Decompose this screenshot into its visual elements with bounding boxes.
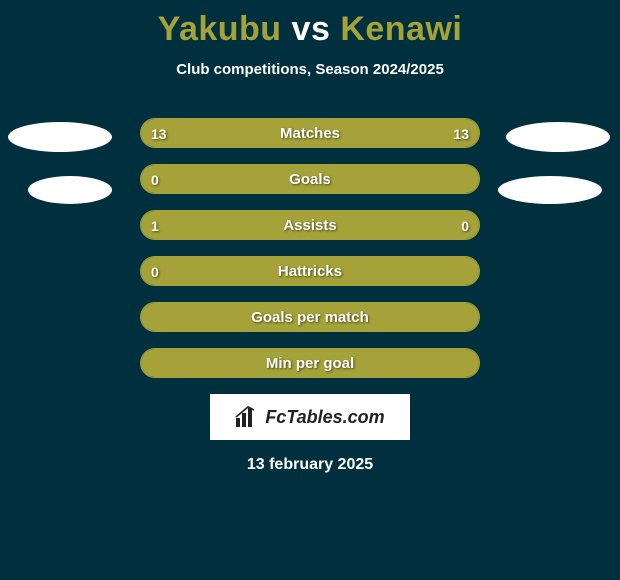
stat-value-left: 0 [151,165,159,194]
comparison-title: Yakubu vs Kenawi [0,0,620,49]
stat-label: Goals per match [141,303,479,332]
brand-text: FcTables.com [265,407,384,428]
stat-label: Min per goal [141,349,479,378]
player-ellipse-2 [506,122,610,152]
player1-name: Yakubu [158,10,282,48]
stat-label: Assists [141,211,479,240]
stat-row-matches: Matches13 13 [140,118,480,148]
stat-value-right: 13 [453,119,469,148]
stat-row-goals-per-match: Goals per match [140,302,480,332]
stat-row-min-per-goal: Min per goal [140,348,480,378]
player2-name: Kenawi [340,10,462,48]
stat-label: Hattricks [141,257,479,286]
player-ellipse-0 [8,122,112,152]
stat-label: Goals [141,165,479,194]
stat-value-left: 0 [151,257,159,286]
brand-box: FcTables.com [210,394,410,440]
subtitle: Club competitions, Season 2024/2025 [0,61,620,78]
bars-icon [235,406,259,428]
stat-row-hattricks: Hattricks0 [140,256,480,286]
stat-label: Matches [141,119,479,148]
date-text: 13 february 2025 [0,456,620,474]
stat-value-left: 13 [151,119,167,148]
stat-value-right: 0 [461,211,469,240]
player-ellipse-1 [28,176,112,204]
player-ellipse-3 [498,176,602,204]
vs-text: vs [292,10,331,48]
stat-rows: Matches1313Goals0Assists10Hattricks0Goal… [140,118,480,378]
stat-value-left: 1 [151,211,159,240]
stat-row-assists: Assists1 0 [140,210,480,240]
stat-row-goals: Goals0 [140,164,480,194]
chart-stage: Matches1313Goals0Assists10Hattricks0Goal… [0,118,620,474]
